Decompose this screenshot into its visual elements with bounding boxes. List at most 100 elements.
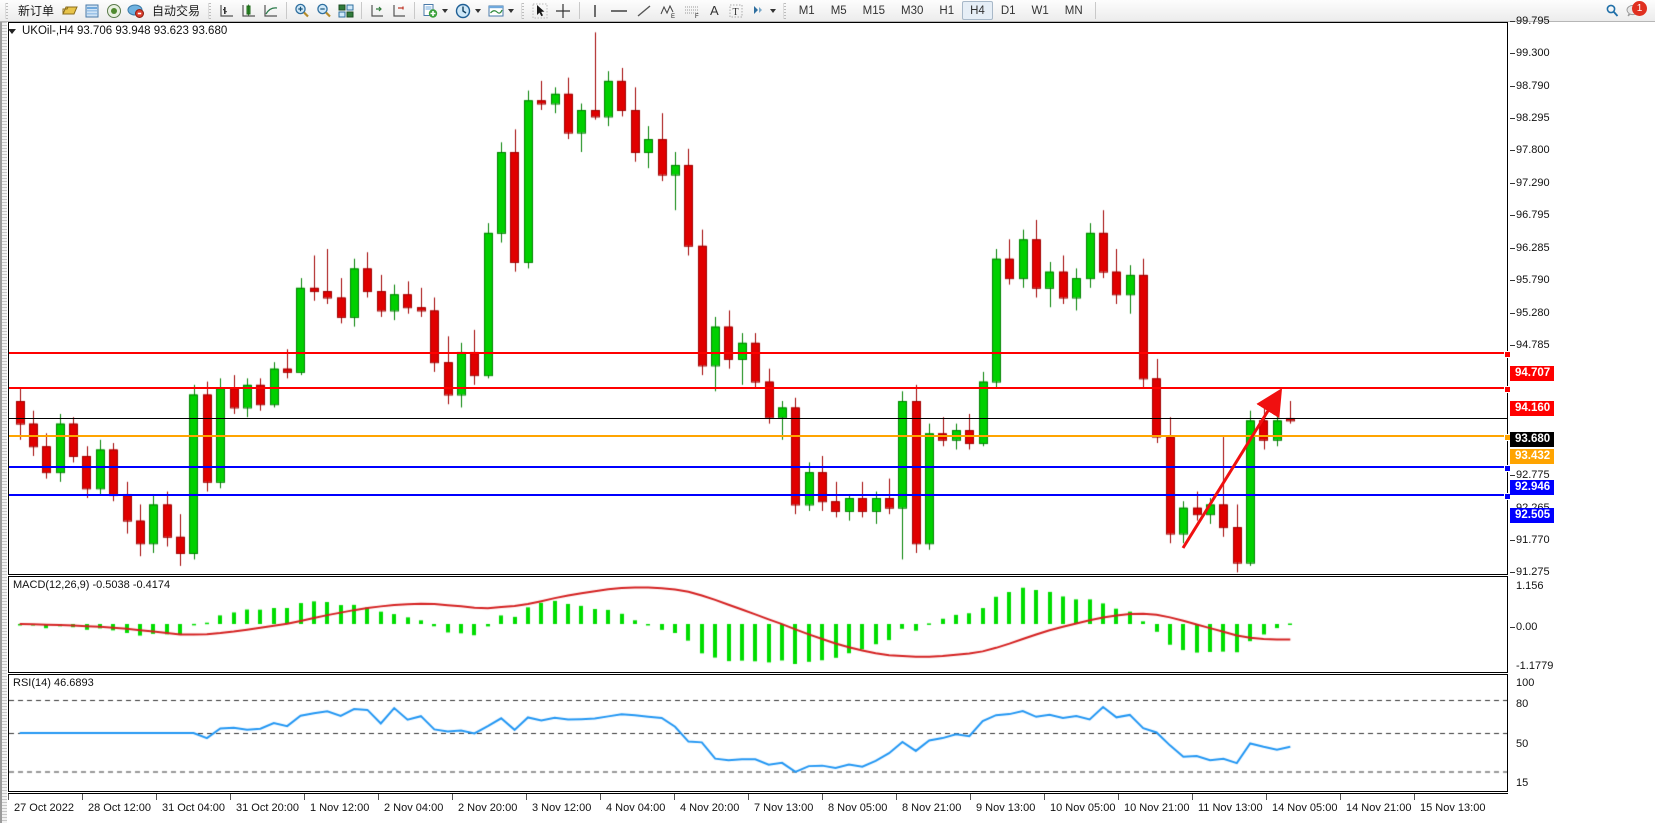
macd-pane[interactable]: MACD(12,26,9) -0.5038 -0.4174 bbox=[8, 576, 1508, 673]
time-tick-label: 8 Nov 21:00 bbox=[902, 802, 962, 814]
price-tick: 91.770 bbox=[1510, 533, 1550, 546]
data-window-icon[interactable] bbox=[81, 1, 103, 21]
time-tick-mark bbox=[1340, 794, 1341, 800]
timeframe-m1[interactable]: M1 bbox=[798, 4, 815, 17]
price-tag-current-price: 93.680 bbox=[1510, 432, 1555, 448]
time-tick-mark bbox=[1266, 794, 1267, 800]
objects-icon[interactable] bbox=[747, 1, 769, 21]
period-icon[interactable] bbox=[452, 1, 474, 21]
rsi-pane[interactable]: RSI(14) 46.6893 bbox=[8, 674, 1508, 792]
time-tick-mark bbox=[896, 794, 897, 800]
time-tick-mark bbox=[526, 794, 527, 800]
notification-count: 1 bbox=[1632, 0, 1647, 16]
price-level-handle[interactable] bbox=[1504, 351, 1511, 359]
price-tick: 99.300 bbox=[1510, 47, 1550, 59]
autotrading-button[interactable]: 自动交易 bbox=[147, 1, 205, 21]
text-icon[interactable]: A bbox=[710, 3, 719, 18]
search-icon[interactable] bbox=[1601, 1, 1625, 21]
toolbar-separator-3 bbox=[414, 2, 416, 19]
new-chart-icon[interactable] bbox=[419, 1, 441, 21]
timeframe-mn[interactable]: MN bbox=[1064, 4, 1083, 17]
toolbar-grip[interactable] bbox=[5, 2, 10, 19]
navigator-icon[interactable] bbox=[103, 1, 125, 21]
price-tick: 92.775 bbox=[1510, 468, 1550, 481]
window-grip[interactable] bbox=[2, 22, 7, 823]
templates-icon[interactable] bbox=[485, 1, 507, 21]
shift-icon[interactable] bbox=[366, 1, 388, 21]
time-tick-label: 10 Nov 05:00 bbox=[1050, 802, 1116, 814]
price-level-line-resistance[interactable] bbox=[9, 351, 1511, 359]
price-level-handle[interactable] bbox=[1504, 493, 1511, 501]
price-tick: 96.795 bbox=[1510, 209, 1550, 221]
chart-menu-caret-icon[interactable] bbox=[8, 28, 16, 34]
price-level-line-support[interactable] bbox=[9, 464, 1511, 472]
price-tick: 94.785 bbox=[1510, 339, 1550, 351]
chevron-down-icon-3[interactable] bbox=[508, 8, 515, 13]
time-tick-label: 4 Nov 20:00 bbox=[680, 802, 740, 814]
price-level-handle[interactable] bbox=[1504, 386, 1511, 394]
price-tag-pivot: 93.432 bbox=[1510, 448, 1555, 464]
crosshair-icon[interactable] bbox=[551, 1, 575, 21]
time-tick-label: 2 Nov 20:00 bbox=[458, 802, 518, 814]
chevron-down-icon-4[interactable] bbox=[769, 8, 776, 13]
page-title: UKOil-,H4 93.706 93.948 93.623 93.680 bbox=[22, 25, 228, 37]
time-tick-mark bbox=[378, 794, 379, 800]
fibonacci-icon[interactable]: F bbox=[680, 1, 704, 21]
cursor-icon[interactable] bbox=[529, 1, 551, 21]
shift-end-icon[interactable] bbox=[388, 1, 410, 21]
price-level-line-current-price[interactable] bbox=[9, 418, 1507, 420]
price-level-line-pivot[interactable] bbox=[9, 433, 1511, 441]
macd-canvas bbox=[9, 577, 1507, 672]
price-pane[interactable] bbox=[8, 22, 1511, 575]
svg-text:E: E bbox=[671, 14, 675, 20]
chevron-down-icon[interactable] bbox=[442, 8, 449, 13]
chart-title-row: UKOil-,H4 93.706 93.948 93.623 93.680 bbox=[8, 23, 227, 39]
time-tick-label: 28 Oct 12:00 bbox=[88, 802, 151, 814]
price-tick: 97.800 bbox=[1510, 144, 1550, 157]
rsi-tick: 80 bbox=[1516, 698, 1529, 710]
time-tick-label: 31 Oct 04:00 bbox=[162, 802, 225, 814]
macd-label: MACD(12,26,9) -0.5038 -0.4174 bbox=[13, 579, 171, 591]
timeframe-w1[interactable]: W1 bbox=[1031, 4, 1049, 17]
autotrading-icon[interactable] bbox=[125, 1, 147, 21]
zoom-out-icon[interactable] bbox=[313, 1, 335, 21]
bar-chart-icon[interactable] bbox=[216, 1, 238, 21]
rsi-tick: 50 bbox=[1516, 738, 1529, 750]
macd-tick: 0.00 bbox=[1509, 621, 1538, 633]
rsi-label: RSI(14) 46.6893 bbox=[13, 677, 94, 689]
timeframe-m15[interactable]: M15 bbox=[862, 4, 886, 17]
toolbar-grip-3[interactable] bbox=[521, 2, 527, 19]
zoom-in-icon[interactable] bbox=[291, 1, 313, 21]
trendline-icon[interactable] bbox=[632, 1, 656, 21]
time-axis[interactable]: 27 Oct 2022 28 Oct 12:00 31 Oct 04:00 31 Oc… bbox=[8, 793, 1508, 823]
line-chart-icon[interactable] bbox=[260, 1, 282, 21]
timeframe-h1[interactable]: H1 bbox=[939, 4, 955, 17]
timeframe-m30[interactable]: M30 bbox=[901, 4, 924, 17]
price-level-line-resistance[interactable] bbox=[9, 386, 1511, 394]
notifications-icon[interactable]: 1 bbox=[1625, 0, 1647, 20]
price-level-handle[interactable] bbox=[1504, 464, 1511, 472]
toolbar-grip-2[interactable] bbox=[208, 2, 214, 19]
macd-tick: 1.156 bbox=[1516, 580, 1544, 592]
horizontal-line-icon[interactable] bbox=[606, 1, 632, 21]
time-tick-mark bbox=[822, 794, 823, 800]
toolbar-grip-4[interactable] bbox=[782, 2, 788, 19]
toolbar-separator-2 bbox=[361, 2, 363, 19]
elliott-wave-icon[interactable]: E bbox=[656, 1, 680, 21]
time-tick-label: 15 Nov 13:00 bbox=[1420, 802, 1486, 814]
rsi-scale[interactable]: 100 80 50 15 bbox=[1510, 674, 1655, 792]
text-label-icon[interactable]: T bbox=[725, 1, 747, 21]
timeframe-h4[interactable]: H4 bbox=[962, 1, 993, 20]
vertical-line-icon[interactable] bbox=[584, 1, 606, 21]
new-order-button[interactable]: 新订单 bbox=[13, 1, 59, 21]
price-tag-resistance: 94.707 bbox=[1510, 366, 1555, 382]
folder-icon[interactable] bbox=[59, 1, 81, 21]
chevron-down-icon-2[interactable] bbox=[475, 8, 482, 13]
price-level-line-support[interactable] bbox=[9, 493, 1511, 501]
timeframe-d1[interactable]: D1 bbox=[1000, 4, 1016, 17]
tile-windows-icon[interactable] bbox=[335, 1, 357, 21]
macd-scale[interactable]: 1.156 0.00 -1.1779 bbox=[1509, 576, 1655, 673]
candlestick-icon[interactable] bbox=[238, 1, 260, 21]
timeframe-m5[interactable]: M5 bbox=[830, 4, 847, 17]
